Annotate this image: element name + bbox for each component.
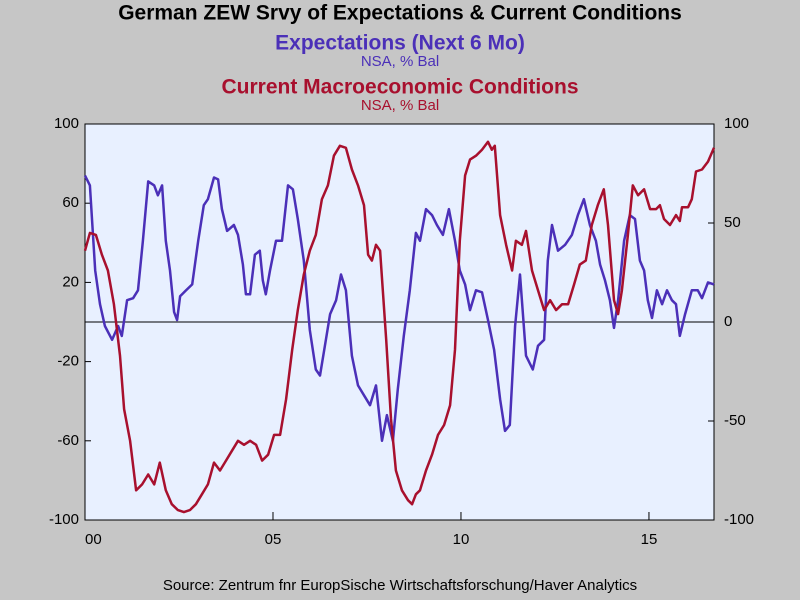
series-line [83, 140, 716, 514]
x-tick-label: 10 [453, 531, 470, 548]
x-tick-label: 15 [641, 531, 658, 548]
chart-title: German ZEW Srvy of Expectations & Curren… [118, 2, 682, 25]
y2-tick-label: 100 [724, 115, 749, 132]
series-title: Current Macroeconomic Conditions [221, 76, 578, 99]
series-line [83, 174, 715, 443]
y-tick-label: -100 [49, 511, 79, 528]
series-unit: NSA, % Bal [361, 53, 439, 70]
y2-tick-label: 50 [724, 214, 741, 231]
y-tick-label: 60 [62, 194, 79, 211]
y-tick-label: 100 [54, 115, 79, 132]
series-unit: NSA, % Bal [361, 97, 439, 114]
series-title: Expectations (Next 6 Mo) [275, 32, 525, 55]
y2-tick-label: -50 [724, 412, 746, 429]
x-tick-label: 05 [265, 531, 282, 548]
x-tick-label: 00 [85, 531, 102, 548]
y-tick-label: 20 [62, 273, 79, 290]
source: Source: Zentrum fnr EuropSische Wirtscha… [163, 577, 637, 594]
y-tick-label: -60 [57, 432, 79, 449]
y-tick-label: -20 [57, 353, 79, 370]
y2-tick-label: 0 [724, 313, 732, 330]
y2-tick-label: -100 [724, 511, 754, 528]
